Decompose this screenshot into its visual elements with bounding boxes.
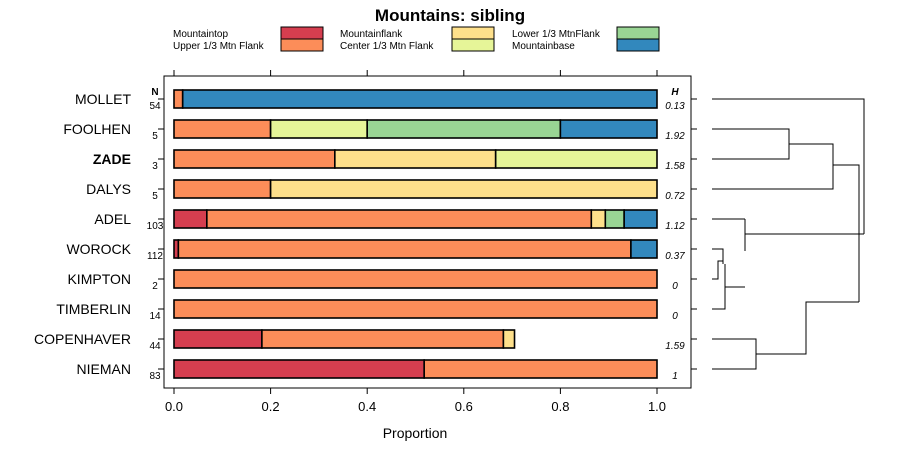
- row-label-nieman: NIEMAN: [77, 361, 131, 377]
- n-value-mollet: 54: [149, 101, 161, 112]
- chart-title: Mountains: sibling: [375, 6, 525, 25]
- bar-segment-zade-center-1-3-mtn-flank: [494, 149, 658, 169]
- dendrogram-branch: [833, 164, 860, 302]
- h-header: H: [671, 87, 679, 98]
- legend-swatch-center-1-3-mtn-flank: [451, 38, 495, 52]
- legend-swatch-mountaintop: [280, 26, 324, 40]
- n-value-adel: 103: [147, 221, 164, 232]
- h-value-timberlin: 0: [672, 311, 678, 322]
- bar-segment-zade-mountainflank: [334, 149, 497, 169]
- bar-segment-zade-upper-1-3-mtn-flank: [173, 149, 336, 169]
- bar-segment-mollet-upper-1-3-mtn-flank: [173, 89, 184, 109]
- h-value-adel: 1.12: [665, 221, 685, 232]
- row-label-mollet: MOLLET: [75, 91, 131, 107]
- row-label-adel: ADEL: [94, 211, 131, 227]
- h-value-copenhaver: 1.59: [665, 341, 685, 352]
- h-value-zade: 1.58: [665, 161, 685, 172]
- bar-segment-nieman-upper-1-3-mtn-flank: [423, 359, 658, 379]
- h-value-kimpton: 0: [672, 281, 678, 292]
- x-tick-label: 1.0: [648, 399, 666, 414]
- row-label-worock: WOROCK: [66, 241, 131, 257]
- bar-segment-mollet-mountainbase: [181, 89, 658, 109]
- n-value-kimpton: 2: [152, 281, 158, 292]
- legend-label-center-1-3-mtn-flank: Center 1/3 Mtn Flank: [340, 41, 434, 52]
- bar-segment-copenhaver-mountainflank: [502, 329, 516, 349]
- row-label-zade: ZADE: [93, 151, 131, 167]
- x-tick-label: 0.0: [165, 399, 183, 414]
- dendrogram-branch: [756, 301, 859, 355]
- x-tick-label: 0.8: [551, 399, 569, 414]
- n-value-foolhen: 5: [152, 131, 158, 142]
- dendrogram-branch: [712, 128, 790, 160]
- legend-label-mountainflank: Mountainflank: [340, 29, 403, 40]
- bar-segment-adel-lower-1-3-mtnflank: [604, 209, 625, 229]
- bar-segment-dalys-upper-1-3-mtn-flank: [173, 179, 272, 199]
- dendrogram: [712, 98, 865, 370]
- bar-segment-nieman-mountaintop: [173, 359, 425, 379]
- bar-segment-copenhaver-mountaintop: [173, 329, 263, 349]
- dendrogram-branch: [712, 264, 726, 310]
- n-value-zade: 3: [152, 161, 158, 172]
- bar-segment-copenhaver-upper-1-3-mtn-flank: [261, 329, 505, 349]
- bar-segment-adel-mountainflank: [590, 209, 607, 229]
- n-value-timberlin: 14: [149, 311, 161, 322]
- bar-segment-adel-mountaintop: [173, 209, 208, 229]
- bar-rows: MOLLET 54 0.13 FOOLHEN 5 1.92 ZADE 3 1.58 DALYS 5 0…: [34, 89, 697, 382]
- h-value-foolhen: 1.92: [665, 131, 685, 142]
- dendrogram-branch: [712, 98, 865, 234]
- legend-swatch-lower-1-3-mtnflank: [616, 26, 660, 40]
- x-tick-label: 0.6: [455, 399, 473, 414]
- plot-frame: [163, 75, 692, 389]
- n-header: N: [151, 87, 158, 98]
- row-label-copenhaver: COPENHAVER: [34, 331, 131, 347]
- bar-segment-adel-upper-1-3-mtn-flank: [206, 209, 593, 229]
- x-axis-title: Proportion: [383, 425, 448, 441]
- row-label-timberlin: TIMBERLIN: [56, 301, 131, 317]
- legend-swatch-upper-1-3-mtn-flank: [280, 38, 324, 52]
- h-value-dalys: 0.72: [665, 191, 685, 202]
- legend-label-mountainbase: Mountainbase: [512, 41, 575, 52]
- bar-segment-foolhen-center-1-3-mtn-flank: [269, 119, 369, 139]
- dendrogram-branch: [712, 338, 757, 370]
- bar-segment-foolhen-upper-1-3-mtn-flank: [173, 119, 272, 139]
- x-tick-label: 0.2: [262, 399, 280, 414]
- legend-label-upper-1-3-mtn-flank: Upper 1/3 Mtn Flank: [173, 41, 265, 52]
- h-value-nieman: 1: [672, 371, 678, 382]
- h-value-mollet: 0.13: [665, 101, 685, 112]
- n-value-copenhaver: 44: [149, 341, 161, 352]
- row-label-dalys: DALYS: [86, 181, 131, 197]
- bar-segment-kimpton-upper-1-3-mtn-flank: [173, 269, 658, 289]
- bar-segment-adel-mountainbase: [623, 209, 658, 229]
- bar-segment-worock-mountainbase: [630, 239, 658, 259]
- dendrogram-branch: [712, 248, 724, 264]
- x-tick-label: 0.4: [358, 399, 376, 414]
- bar-segment-timberlin-upper-1-3-mtn-flank: [173, 299, 658, 319]
- bar-segment-foolhen-lower-1-3-mtnflank: [366, 119, 562, 139]
- bar-segment-foolhen-mountainbase: [559, 119, 658, 139]
- n-value-nieman: 83: [149, 371, 161, 382]
- legend-swatch-mountainbase: [616, 38, 660, 52]
- dendrogram-branch: [712, 260, 723, 280]
- legend-label-lower-1-3-mtnflank: Lower 1/3 MtnFlank: [512, 29, 601, 40]
- n-value-dalys: 5: [152, 191, 158, 202]
- bar-segment-worock-upper-1-3-mtn-flank: [177, 239, 632, 259]
- row-label-kimpton: KIMPTON: [67, 271, 131, 287]
- bar-segment-dalys-mountainflank: [269, 179, 658, 199]
- n-value-worock: 112: [147, 251, 163, 262]
- legend-swatch-mountainflank: [451, 26, 495, 40]
- x-axis: 0.0 0.2 0.4 0.6 0.8 1.0: [165, 70, 666, 414]
- dendrogram-branch: [712, 143, 834, 190]
- row-label-foolhen: FOOLHEN: [63, 121, 131, 137]
- h-value-worock: 0.37: [665, 251, 685, 262]
- legend-label-mountaintop: Mountaintop: [173, 29, 228, 40]
